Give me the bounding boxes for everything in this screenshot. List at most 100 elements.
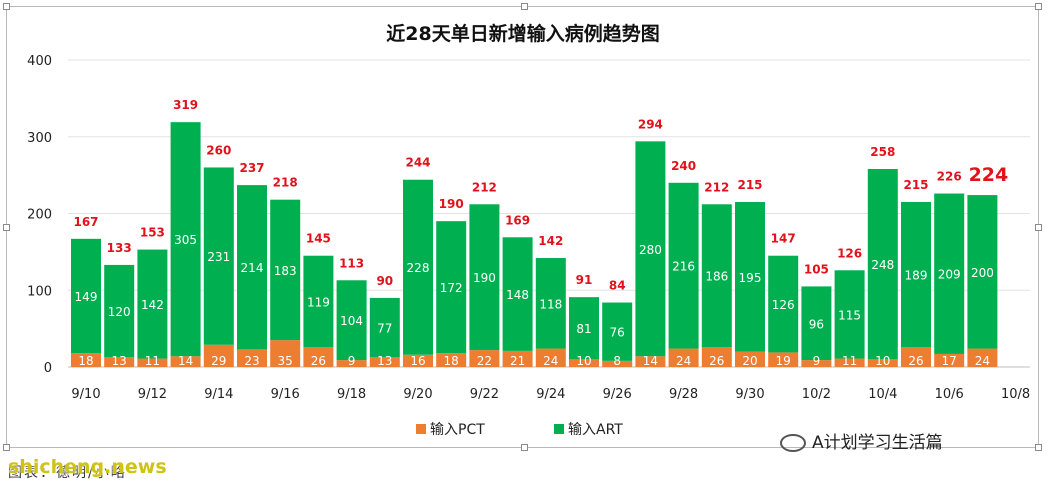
label-total: 90: [376, 274, 393, 288]
label-total: 142: [538, 234, 563, 248]
y-tick-label: 100: [27, 284, 52, 299]
bar-art: [270, 199, 301, 341]
bar-art: [403, 179, 433, 355]
resize-handle-top-left[interactable]: [3, 3, 10, 10]
resize-handle-top[interactable]: [521, 3, 528, 10]
label-total: 91: [576, 273, 593, 287]
label-pct: 23: [244, 354, 259, 368]
x-tick-label: 9/16: [271, 387, 300, 402]
label-pct: 11: [145, 354, 160, 368]
x-tick-label: 9/12: [138, 387, 167, 402]
label-art: 142: [141, 298, 164, 312]
label-pct: 18: [444, 354, 459, 368]
y-axis-ticks: 0 100 200 300 400: [27, 54, 52, 376]
bar-pct: [569, 359, 599, 367]
resize-handle-bottom-left[interactable]: [3, 444, 10, 451]
bar-pct: [203, 344, 234, 367]
bar-pct: [71, 353, 101, 367]
label-art: 231: [207, 250, 230, 264]
bar-pct: [104, 357, 135, 367]
label-pct: 19: [776, 354, 791, 368]
label-total: 319: [173, 98, 198, 112]
label-pct: 24: [676, 354, 691, 368]
legend-swatch: [554, 424, 564, 434]
label-total: 212: [472, 180, 497, 194]
watermark-text: A计划学习生活篇: [812, 433, 943, 453]
label-art: 119: [307, 295, 330, 309]
label-art: 248: [871, 258, 894, 272]
label-total: 218: [273, 176, 298, 190]
resize-handle-top-right[interactable]: [1035, 3, 1042, 10]
label-art: 172: [440, 281, 463, 295]
bar-art: [735, 201, 765, 352]
label-pct: 29: [211, 354, 226, 368]
resize-handle-right[interactable]: [1035, 224, 1042, 231]
bars: [71, 122, 998, 367]
bar-pct: [535, 348, 566, 367]
x-tick-label: 9/30: [735, 387, 764, 402]
label-pct: 14: [643, 354, 658, 368]
bar-pct: [237, 349, 267, 367]
label-art: 195: [739, 271, 762, 285]
label-pct: 22: [477, 354, 492, 368]
y-tick-label: 0: [44, 361, 52, 376]
bar-art: [901, 201, 931, 348]
label-total: 215: [737, 178, 762, 192]
bar-art: [535, 258, 566, 349]
label-total: 84: [609, 279, 626, 293]
label-total: 145: [306, 232, 331, 246]
bar-pct: [867, 359, 898, 367]
y-tick-label: 300: [27, 131, 52, 146]
resize-handle-bottom[interactable]: [521, 444, 528, 451]
bar-pct: [735, 351, 765, 367]
y-tick-label: 400: [27, 54, 52, 69]
bar-art: [602, 302, 633, 361]
label-total: 226: [937, 170, 962, 184]
bar-pct: [934, 353, 965, 367]
chart-title: 近28天单日新增输入病例趋势图: [386, 22, 659, 45]
x-tick-label: 10/2: [802, 387, 831, 402]
label-total: 237: [239, 161, 264, 175]
label-total: 240: [671, 159, 696, 173]
label-total: 215: [903, 178, 928, 192]
bar-art: [635, 141, 666, 357]
label-art: 115: [838, 308, 861, 322]
label-total: 167: [73, 215, 98, 229]
label-total: 105: [804, 262, 829, 276]
x-tick-label: 9/20: [403, 387, 432, 402]
label-art: 149: [75, 290, 98, 304]
label-pct: 26: [311, 354, 326, 368]
bar-pct: [469, 350, 500, 367]
resize-handle-left[interactable]: [3, 224, 10, 231]
bar-art: [237, 185, 267, 350]
label-total: 258: [870, 145, 895, 159]
label-pct: 14: [178, 354, 193, 368]
bar-art: [867, 168, 898, 360]
bar-pct: [403, 354, 433, 367]
bar-pct: [834, 358, 865, 367]
x-tick-label: 9/10: [71, 387, 100, 402]
label-art: 183: [274, 264, 297, 278]
bar-art: [203, 167, 234, 345]
resize-handle-bottom-right[interactable]: [1035, 444, 1042, 451]
label-art: 120: [108, 305, 131, 319]
bar-pct: [502, 350, 533, 367]
label-art: 76: [610, 326, 625, 340]
x-tick-label: 9/22: [470, 387, 499, 402]
bar-pct: [901, 347, 931, 367]
x-tick-label: 9/26: [603, 387, 632, 402]
label-pct: 26: [709, 354, 724, 368]
label-art: 189: [905, 269, 928, 283]
label-pct: 13: [112, 354, 127, 368]
label-art: 186: [705, 270, 728, 284]
legend: 输入PCT 输入ART: [416, 422, 623, 438]
label-art: 126: [772, 298, 795, 312]
x-tick-label: 10/8: [1001, 387, 1030, 402]
bar-pct: [701, 347, 732, 367]
label-total: 153: [140, 226, 165, 240]
bar-pct: [303, 347, 334, 367]
bar-pct: [635, 356, 666, 367]
label-art: 77: [377, 321, 392, 335]
bar-pct: [270, 340, 301, 367]
